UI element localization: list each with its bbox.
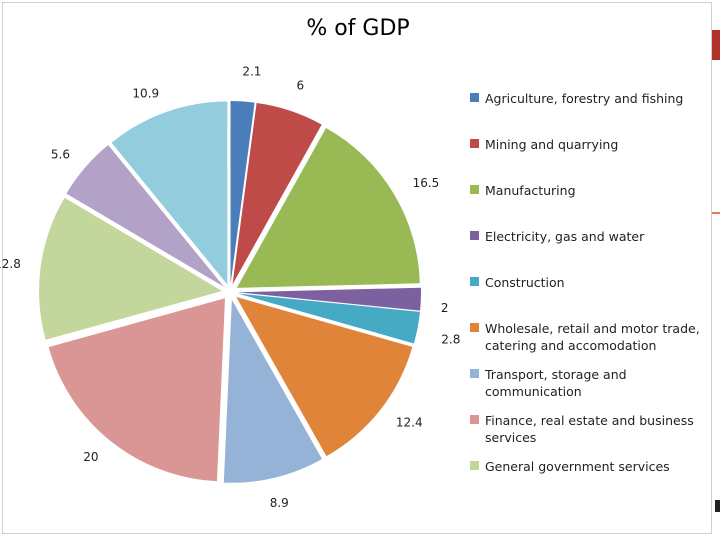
legend-swatch [470,415,479,424]
pie-slice [66,145,224,287]
legend-label: General government services [485,459,670,474]
data-label: 16.5 [413,176,440,190]
legend-label: Agriculture, forestry and fishing [485,91,684,106]
data-label: 2.8 [441,333,460,347]
legend-swatch [470,93,479,102]
legend-label: Mining and quarrying [485,137,619,152]
legend-swatch [470,139,479,148]
pie-slice [236,128,420,288]
legend-label: Transport, storage and communication [485,367,627,399]
data-label: 12.4 [396,415,423,429]
data-label: 10.9 [132,86,159,100]
pie-slice [232,102,322,285]
data-label: 20 [83,450,98,464]
pie-slice [237,287,421,311]
legend-swatch [470,231,479,240]
edge-fragment-line [712,212,720,214]
legend-swatch [470,185,479,194]
pie-slice [111,101,228,285]
data-label: 2.1 [242,64,261,78]
legend-label: Electricity, gas and water [485,229,645,244]
legend-swatch [470,323,479,332]
pie-slice [237,293,420,344]
legend-swatch [470,277,479,286]
legend-label: Wholesale, retail and motor trade, cater… [485,321,700,353]
pie-slice [223,299,323,483]
legend-label: Finance, real estate and business servic… [485,413,694,445]
data-label: 12.8 [0,257,21,271]
data-label: 2 [441,301,449,315]
pie-slice [39,197,223,340]
edge-fragment-bottom [715,500,720,512]
edge-fragment-top [712,30,720,60]
chart-title: % of GDP [306,16,410,41]
legend-label: Manufacturing [485,183,576,198]
pie-slice [230,101,255,285]
data-label: 6 [296,79,304,93]
pie-slice [48,298,226,482]
data-label: 5.6 [51,147,70,161]
data-label: 8.9 [270,496,289,510]
legend-swatch [470,369,479,378]
legend-label: Construction [485,275,565,290]
pie-slice [236,296,413,457]
legend-swatch [470,461,479,470]
